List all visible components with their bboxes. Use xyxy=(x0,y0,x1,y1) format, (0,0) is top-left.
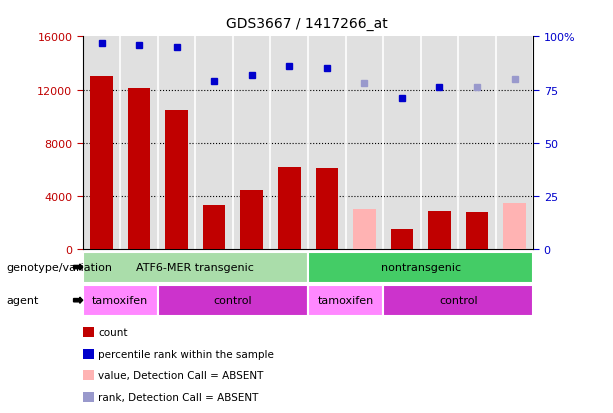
Text: control: control xyxy=(213,295,253,306)
Bar xyxy=(308,285,383,316)
Text: tamoxifen: tamoxifen xyxy=(92,295,148,306)
Bar xyxy=(158,285,308,316)
Text: GDS3667 / 1417266_at: GDS3667 / 1417266_at xyxy=(226,17,387,31)
Text: genotype/variation: genotype/variation xyxy=(6,262,112,273)
Bar xyxy=(240,190,263,250)
Bar xyxy=(278,167,300,250)
Bar xyxy=(128,89,150,250)
Bar xyxy=(503,203,526,250)
Text: control: control xyxy=(439,295,478,306)
Bar xyxy=(308,252,533,283)
Bar xyxy=(428,211,451,250)
Text: percentile rank within the sample: percentile rank within the sample xyxy=(98,349,274,359)
Text: ATF6-MER transgenic: ATF6-MER transgenic xyxy=(137,262,254,273)
Bar xyxy=(90,77,113,250)
Bar xyxy=(83,285,158,316)
Bar xyxy=(316,169,338,250)
Bar xyxy=(390,230,413,250)
Text: nontransgenic: nontransgenic xyxy=(381,262,461,273)
Text: value, Detection Call = ABSENT: value, Detection Call = ABSENT xyxy=(98,370,264,380)
Bar xyxy=(353,210,376,250)
Text: tamoxifen: tamoxifen xyxy=(318,295,374,306)
Bar xyxy=(466,213,488,250)
Bar xyxy=(166,110,188,250)
Text: rank, Detection Call = ABSENT: rank, Detection Call = ABSENT xyxy=(98,392,259,402)
Text: agent: agent xyxy=(6,295,39,306)
Text: count: count xyxy=(98,328,128,337)
Bar xyxy=(203,206,226,250)
Bar xyxy=(383,285,533,316)
Bar xyxy=(83,252,308,283)
